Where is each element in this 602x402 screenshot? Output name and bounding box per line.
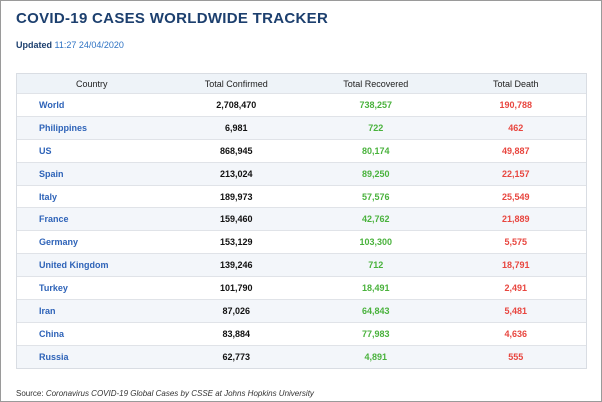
- header-country: Country: [75, 78, 108, 89]
- confirmed-cell: 868,945: [220, 145, 253, 156]
- table-row: Germany 153,129 103,300 5,575: [17, 230, 586, 253]
- table-row: US 868,945 80,174 49,887: [17, 138, 586, 162]
- recovered-cell: 103,300: [359, 237, 393, 248]
- country-cell[interactable]: Turkey: [39, 283, 68, 294]
- recovered-cell: 712: [368, 260, 384, 271]
- header-death: Total Death: [492, 78, 539, 89]
- recovered-cell: 64,843: [361, 305, 390, 316]
- updated-line: Updated 11:27 24/04/2020: [16, 40, 124, 50]
- recovered-cell: 4,891: [364, 351, 388, 362]
- updated-timestamp: 11:27 24/04/2020: [54, 40, 124, 50]
- country-cell[interactable]: France: [39, 214, 69, 225]
- source-note: Source: Coronavirus COVID-19 Global Case…: [16, 389, 314, 398]
- recovered-cell: 80,174: [361, 145, 390, 156]
- country-cell[interactable]: US: [39, 145, 52, 156]
- confirmed-cell: 189,973: [220, 191, 253, 202]
- death-cell: 190,788: [499, 99, 533, 110]
- death-cell: 49,887: [501, 145, 530, 156]
- confirmed-cell: 139,246: [220, 260, 253, 271]
- confirmed-cell: 159,460: [220, 214, 253, 225]
- header-recovered: Total Recovered: [343, 78, 409, 89]
- country-cell[interactable]: Iran: [39, 305, 56, 316]
- table-row: Iran 87,026 64,843 5,481: [17, 299, 586, 322]
- country-cell[interactable]: World: [39, 99, 65, 110]
- header-confirmed: Total Confirmed: [204, 78, 268, 89]
- table-header-row: Country Total Confirmed Total Recovered …: [17, 74, 586, 93]
- recovered-cell: 89,250: [361, 168, 390, 179]
- death-cell: 5,575: [504, 237, 527, 248]
- country-cell[interactable]: Spain: [39, 168, 64, 179]
- table-row: Italy 189,973 57,576 25,549: [17, 184, 586, 208]
- country-cell[interactable]: Italy: [39, 191, 58, 202]
- confirmed-cell: 2,708,470: [216, 99, 257, 110]
- death-cell: 462: [508, 122, 524, 133]
- updated-label: Updated: [16, 40, 52, 50]
- recovered-cell: 77,983: [361, 328, 390, 339]
- source-label: Source:: [16, 389, 44, 398]
- table-row: Spain 213,024 89,250 22,157: [17, 161, 586, 185]
- confirmed-cell: 213,024: [220, 168, 253, 179]
- cases-table: Country Total Confirmed Total Recovered …: [16, 73, 587, 369]
- table-row: World 2,708,470 738,257 190,788: [17, 93, 586, 116]
- page-title: COVID-19 CASES WORLDWIDE TRACKER: [16, 10, 329, 27]
- death-cell: 22,157: [501, 168, 530, 179]
- table-row: France 159,460 42,762 21,889: [17, 207, 586, 231]
- recovered-cell: 18,491: [361, 283, 390, 294]
- country-cell[interactable]: Russia: [39, 351, 69, 362]
- recovered-cell: 42,762: [361, 214, 390, 225]
- country-cell[interactable]: China: [39, 328, 65, 339]
- table-row: China 83,884 77,983 4,636: [17, 321, 586, 345]
- confirmed-cell: 101,790: [220, 283, 253, 294]
- confirmed-cell: 62,773: [222, 351, 251, 362]
- source-text: Coronavirus COVID-19 Global Cases by CSS…: [45, 389, 314, 398]
- confirmed-cell: 6,981: [225, 122, 248, 133]
- confirmed-cell: 87,026: [222, 305, 251, 316]
- table-row: Philippines 6,981 722 462: [17, 115, 586, 139]
- death-cell: 4,636: [504, 328, 527, 339]
- death-cell: 5,481: [504, 305, 527, 316]
- country-cell[interactable]: Germany: [39, 237, 79, 248]
- confirmed-cell: 153,129: [220, 237, 253, 248]
- recovered-cell: 738,257: [359, 99, 393, 110]
- death-cell: 25,549: [501, 191, 530, 202]
- death-cell: 21,889: [501, 214, 530, 225]
- table-row: Russia 62,773 4,891 555: [17, 344, 586, 368]
- recovered-cell: 57,576: [361, 191, 390, 202]
- recovered-cell: 722: [368, 122, 384, 133]
- confirmed-cell: 83,884: [222, 328, 251, 339]
- country-cell[interactable]: United Kingdom: [39, 260, 109, 271]
- death-cell: 18,791: [501, 260, 530, 271]
- country-cell[interactable]: Philippines: [39, 122, 88, 133]
- table-row: Turkey 101,790 18,491 2,491: [17, 276, 586, 299]
- table-row: United Kingdom 139,246 712 18,791: [17, 253, 586, 277]
- death-cell: 555: [508, 351, 524, 362]
- death-cell: 2,491: [504, 283, 527, 294]
